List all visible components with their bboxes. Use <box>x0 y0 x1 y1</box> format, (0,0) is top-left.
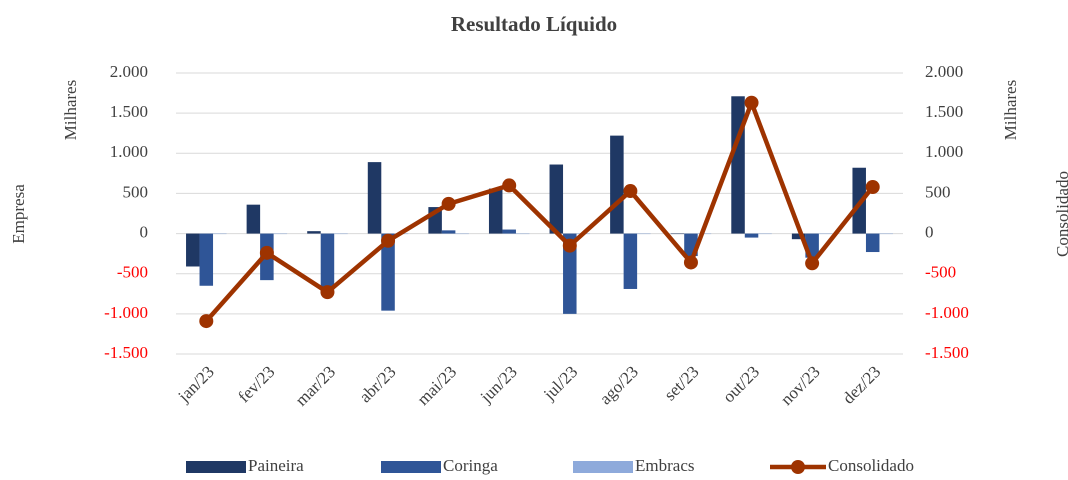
y-tick-label: 2.000 <box>110 62 148 81</box>
y-tick-label: 1.500 <box>110 102 148 121</box>
bar <box>320 233 335 290</box>
y-tick-label: -1.500 <box>104 343 148 362</box>
bar <box>367 162 382 234</box>
y2-tick-label: 2.000 <box>925 62 963 81</box>
y-tick-label: 0 <box>140 222 149 241</box>
bar <box>441 230 456 234</box>
legend-swatch <box>186 461 246 473</box>
bar <box>307 231 321 234</box>
bar <box>455 233 469 235</box>
y-axis-unit: Milhares <box>61 80 80 140</box>
legend-label: Consolidado <box>828 456 914 475</box>
x-tick-label: out/23 <box>719 362 763 406</box>
marker <box>805 256 820 271</box>
y-tick-label: -500 <box>117 263 148 282</box>
marker <box>744 95 759 110</box>
bar <box>213 233 227 235</box>
marker <box>562 238 577 253</box>
legend-swatch <box>573 461 633 473</box>
bar <box>610 135 624 234</box>
bar <box>273 233 288 235</box>
x-tick-label: set/23 <box>660 362 702 404</box>
marker <box>623 184 638 199</box>
bar <box>381 233 395 311</box>
marker <box>320 285 335 300</box>
y2-axis-title: Consolidado <box>1053 171 1068 257</box>
x-tick-label: ago/23 <box>596 362 642 408</box>
bar <box>334 233 348 235</box>
bar <box>637 233 651 235</box>
bar <box>488 188 503 234</box>
legend-swatch <box>381 461 441 473</box>
bar <box>744 233 759 238</box>
bar <box>563 233 577 314</box>
x-tick-label: jan/23 <box>174 362 218 406</box>
y-tick-label: 1.000 <box>110 142 148 161</box>
y-tick-label: 500 <box>123 182 149 201</box>
x-tick-label: abr/23 <box>355 362 399 406</box>
legend-label: Embracs <box>635 456 694 475</box>
y-axis-title: Empresa <box>9 184 28 244</box>
y2-tick-label: 1.500 <box>925 102 963 121</box>
marker <box>865 180 880 195</box>
y2-tick-label: 0 <box>925 222 934 241</box>
bar <box>791 233 806 240</box>
x-tick-label: jun/23 <box>476 362 521 407</box>
x-tick-label: dez/23 <box>839 362 884 407</box>
bar <box>879 233 893 235</box>
x-tick-label: mar/23 <box>292 362 339 409</box>
marker <box>259 245 274 260</box>
x-tick-label: fev/23 <box>234 362 278 406</box>
y2-axis-unit: Milhares <box>1001 80 1020 140</box>
x-tick-label: jul/23 <box>539 362 581 404</box>
bar <box>731 96 745 234</box>
x-tick-label: nov/23 <box>777 362 824 409</box>
marker <box>381 233 396 248</box>
chart-title: Resultado Líquido <box>451 12 617 36</box>
marker <box>502 178 517 193</box>
y-tick-label: -1.000 <box>104 303 148 322</box>
bar <box>758 233 772 235</box>
bar <box>186 233 200 267</box>
y2-tick-label: -500 <box>925 263 956 282</box>
x-tick-label: mai/23 <box>413 362 460 409</box>
bar <box>549 164 564 234</box>
marker <box>683 255 698 270</box>
bar <box>623 233 638 289</box>
bar <box>670 233 685 235</box>
y2-tick-label: -1.000 <box>925 303 969 322</box>
y2-tick-label: 500 <box>925 182 951 201</box>
marker <box>441 196 456 211</box>
bar <box>199 233 214 286</box>
line <box>204 100 875 323</box>
bar <box>246 204 261 234</box>
marker <box>199 314 214 329</box>
bar <box>865 233 880 253</box>
legend-label: Paineira <box>248 456 304 475</box>
bar <box>515 233 530 235</box>
legend-label: Coringa <box>443 456 498 475</box>
legend-swatch <box>791 460 805 474</box>
bar <box>818 233 833 235</box>
y2-tick-label: 1.000 <box>925 142 963 161</box>
bar <box>502 229 516 234</box>
y2-tick-label: -1.500 <box>925 343 969 362</box>
bar <box>697 233 712 235</box>
